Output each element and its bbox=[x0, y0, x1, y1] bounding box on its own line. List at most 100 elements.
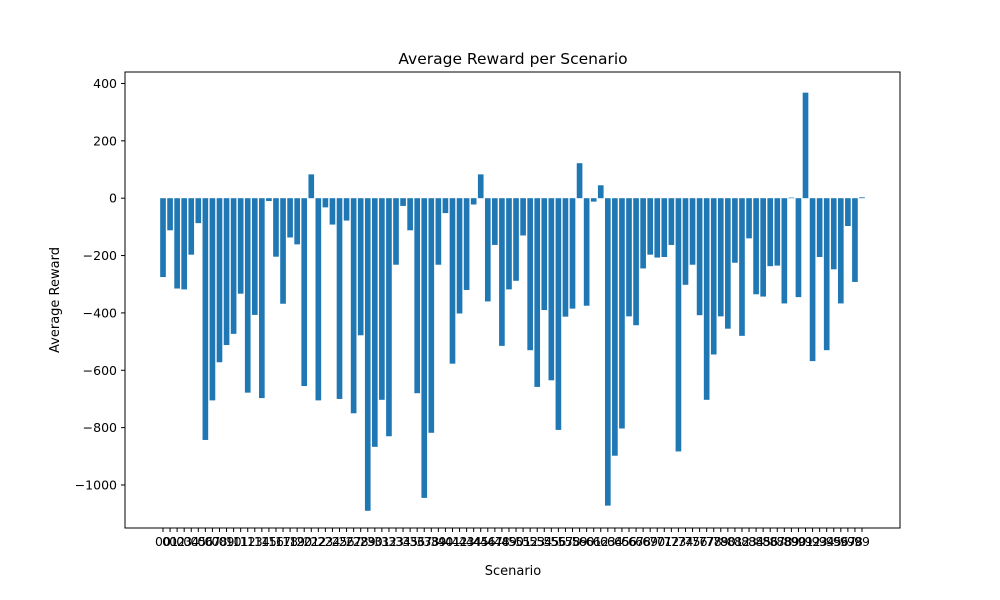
x-tick-label-37: 37 bbox=[416, 534, 432, 549]
bar-56 bbox=[555, 198, 562, 430]
bar-92 bbox=[809, 198, 816, 362]
x-tick-label-61: 61 bbox=[586, 534, 602, 549]
x-tick-label-52: 52 bbox=[522, 534, 538, 549]
x-tick-label-62: 62 bbox=[593, 534, 609, 549]
bar-86 bbox=[767, 198, 774, 267]
bar-96 bbox=[837, 198, 844, 304]
bar-42 bbox=[456, 198, 463, 314]
bar-38 bbox=[428, 198, 435, 433]
x-tick-label-33: 33 bbox=[388, 534, 404, 549]
bars-group bbox=[160, 92, 865, 511]
x-tick-label-84: 84 bbox=[748, 534, 764, 549]
bar-28 bbox=[357, 198, 364, 336]
x-tick-label-42: 42 bbox=[452, 534, 468, 549]
y-axis-label: Average Reward bbox=[48, 247, 63, 353]
bar-81 bbox=[732, 198, 738, 263]
x-tick-label-39: 39 bbox=[430, 534, 446, 549]
x-tick-label-80: 80 bbox=[720, 534, 736, 549]
bar-90 bbox=[795, 198, 802, 298]
x-tick-label-10: 10 bbox=[226, 534, 242, 549]
bar-01 bbox=[167, 198, 173, 231]
x-tick-label-88: 88 bbox=[776, 534, 792, 549]
x-tick-label-29: 29 bbox=[360, 534, 376, 549]
x-tick-label-71: 71 bbox=[656, 534, 672, 549]
x-tick-label-34: 34 bbox=[395, 534, 411, 549]
bar-26 bbox=[343, 198, 350, 221]
x-tick-label-50: 50 bbox=[508, 534, 524, 549]
x-tick-label-89: 89 bbox=[783, 534, 799, 549]
y-axis-ticks: 400 200 0 −200 −400 −600 −800 −1000 bbox=[75, 76, 125, 492]
bar-54 bbox=[541, 198, 548, 311]
bar-11 bbox=[237, 198, 244, 294]
bar-72 bbox=[668, 198, 675, 245]
bar-70 bbox=[654, 198, 661, 258]
x-tick-label-08: 08 bbox=[212, 534, 228, 549]
bar-57 bbox=[562, 198, 569, 317]
x-tick-label-56: 56 bbox=[550, 534, 566, 549]
x-tick-label-90: 90 bbox=[790, 534, 806, 549]
bar-16 bbox=[273, 198, 279, 257]
x-tick-label-45: 45 bbox=[473, 534, 489, 549]
x-tick-label-55: 55 bbox=[543, 534, 559, 549]
x-tick-label-70: 70 bbox=[649, 534, 665, 549]
bar-06 bbox=[202, 198, 209, 440]
bar-10 bbox=[230, 198, 237, 334]
bar-97 bbox=[845, 198, 851, 227]
y-tick-label: −600 bbox=[83, 363, 117, 378]
x-tick-label-01: 01 bbox=[162, 534, 178, 549]
bar-41 bbox=[449, 198, 456, 364]
bar-20 bbox=[301, 198, 308, 387]
x-tick-label-91: 91 bbox=[798, 534, 814, 549]
bar-78 bbox=[710, 198, 717, 355]
x-tick-label-40: 40 bbox=[437, 534, 453, 549]
bar-08 bbox=[216, 198, 223, 363]
x-tick-label-48: 48 bbox=[494, 534, 510, 549]
bar-14 bbox=[259, 198, 265, 399]
x-tick-label-14: 14 bbox=[254, 534, 270, 549]
x-tick-label-97: 97 bbox=[840, 534, 856, 549]
bar-61 bbox=[590, 198, 597, 202]
x-tick-label-36: 36 bbox=[409, 534, 425, 549]
bar-88 bbox=[781, 198, 788, 304]
bar-35 bbox=[407, 198, 413, 231]
bar-98 bbox=[852, 198, 858, 282]
bar-27 bbox=[350, 198, 357, 414]
x-tick-label-94: 94 bbox=[819, 534, 835, 549]
bar-22 bbox=[315, 198, 322, 401]
bar-05 bbox=[195, 198, 202, 224]
x-tick-label-06: 06 bbox=[197, 534, 213, 549]
x-tick-label-07: 07 bbox=[204, 534, 220, 549]
x-tick-label-85: 85 bbox=[755, 534, 771, 549]
bar-95 bbox=[830, 198, 837, 270]
x-tick-label-96: 96 bbox=[833, 534, 849, 549]
bar-04 bbox=[188, 198, 195, 255]
bar-23 bbox=[322, 198, 329, 208]
bar-91 bbox=[802, 92, 809, 199]
bar-51 bbox=[520, 198, 526, 236]
x-tick-label-38: 38 bbox=[423, 534, 439, 549]
x-tick-label-54: 54 bbox=[536, 534, 552, 549]
bar-55 bbox=[548, 198, 555, 381]
bar-64 bbox=[612, 198, 618, 456]
bar-68 bbox=[640, 198, 646, 269]
bar-84 bbox=[753, 198, 759, 295]
bar-09 bbox=[223, 198, 230, 346]
bar-67 bbox=[633, 198, 639, 326]
x-tick-label-72: 72 bbox=[663, 534, 679, 549]
bar-66 bbox=[626, 198, 632, 317]
x-tick-label-49: 49 bbox=[501, 534, 517, 549]
y-tick-label: −1000 bbox=[75, 477, 117, 492]
bar-48 bbox=[499, 198, 505, 346]
chart-title: Average Reward per Scenario bbox=[398, 50, 627, 68]
y-tick-label: 0 bbox=[109, 191, 117, 206]
x-tick-label-92: 92 bbox=[805, 534, 821, 549]
x-tick-label-93: 93 bbox=[812, 534, 828, 549]
x-axis-ticks: 0001020304050607080910111213141516171819… bbox=[155, 528, 870, 549]
x-tick-label-11: 11 bbox=[233, 534, 249, 549]
x-tick-label-58: 58 bbox=[565, 534, 581, 549]
x-tick-label-44: 44 bbox=[466, 534, 482, 549]
x-tick-label-76: 76 bbox=[692, 534, 708, 549]
x-tick-label-65: 65 bbox=[614, 534, 630, 549]
bar-58 bbox=[569, 198, 576, 309]
